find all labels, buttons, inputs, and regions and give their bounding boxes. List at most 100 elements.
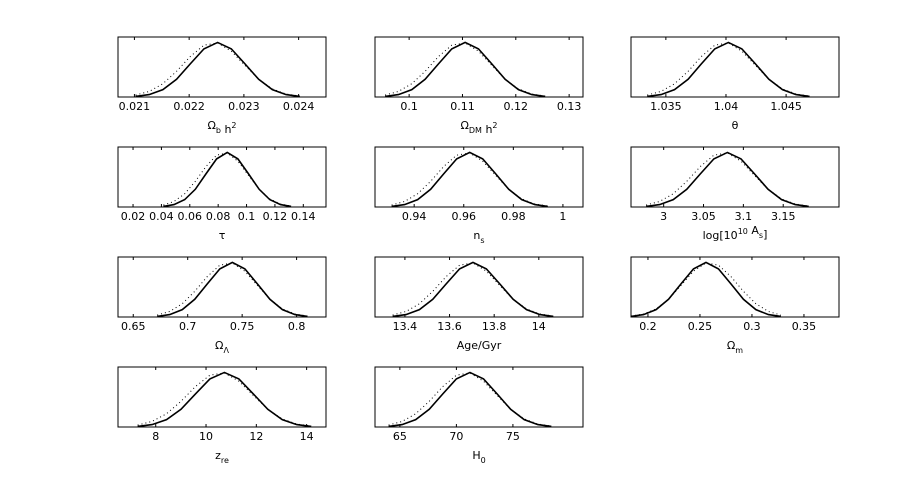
- x-axis-label-part: θ: [732, 119, 739, 132]
- x-tick-label: 75: [506, 430, 520, 443]
- x-tick-label: 0.98: [501, 210, 526, 223]
- x-tick-label: 3: [660, 210, 667, 223]
- x-axis-label-part: z: [215, 449, 221, 462]
- density-curve: [388, 371, 552, 428]
- x-tick-label: 1: [559, 210, 566, 223]
- x-tick-label: 0.75: [230, 320, 255, 333]
- x-tick-label: 14: [300, 430, 314, 443]
- x-tick-label: 0.3: [743, 320, 761, 333]
- x-axis-label-part: Age/Gyr: [457, 339, 502, 352]
- x-axis-label: θ: [732, 119, 739, 132]
- axes-box: [117, 256, 327, 318]
- x-axis-label: H0: [472, 449, 485, 465]
- density-curve: [630, 261, 781, 318]
- x-tick-label: 0.14: [291, 210, 316, 223]
- x-axis-label: ΩΛ: [215, 339, 229, 355]
- density-curve: [647, 41, 810, 98]
- x-tick-label: 0.12: [504, 100, 529, 113]
- density-curve: [135, 41, 300, 98]
- density-curve: [631, 262, 782, 317]
- density-curve: [137, 371, 312, 428]
- x-axis-label-part: s: [480, 236, 484, 245]
- x-tick-label: 0.65: [121, 320, 146, 333]
- x-tick-label: 0.022: [173, 100, 205, 113]
- x-axis-label: τ: [219, 229, 226, 242]
- density-curve: [135, 42, 300, 97]
- axes-box: [630, 146, 840, 208]
- x-tick-label: 0.06: [178, 210, 203, 223]
- x-axis-label-part: 10: [738, 227, 748, 236]
- axes-box: [374, 366, 584, 428]
- density-curve: [388, 372, 552, 427]
- x-axis-label-part: A: [748, 224, 759, 237]
- x-tick-label: 0.12: [263, 210, 288, 223]
- x-axis-label-part: DM: [469, 126, 482, 135]
- x-axis-label-part: Ω: [207, 119, 215, 132]
- axes-box: [117, 366, 327, 428]
- x-axis-label-part: Ω: [460, 119, 468, 132]
- density-curve: [163, 152, 292, 207]
- x-tick-label: 0.023: [228, 100, 260, 113]
- x-axis-label: ΩDM h2: [460, 119, 497, 136]
- x-axis-label-part: s: [759, 231, 763, 240]
- x-axis-label-part: 2: [492, 121, 497, 130]
- x-axis-label-part: b: [216, 126, 221, 135]
- x-tick-label: 0.08: [206, 210, 231, 223]
- x-tick-label: 10: [199, 430, 213, 443]
- density-curve: [384, 42, 546, 97]
- x-axis-label-part: re: [221, 456, 229, 465]
- x-tick-label: 65: [393, 430, 407, 443]
- x-axis-label-part: log[10: [703, 229, 738, 242]
- x-tick-label: 0.8: [288, 320, 306, 333]
- density-curve: [163, 151, 292, 208]
- density-curve: [391, 152, 548, 207]
- x-tick-label: 0.13: [557, 100, 582, 113]
- axes-box: [630, 256, 840, 318]
- x-axis-label: Ωm: [727, 339, 743, 355]
- x-axis-label-part: h: [221, 123, 231, 136]
- x-tick-label: 3.05: [691, 210, 716, 223]
- x-tick-label: 0.35: [792, 320, 817, 333]
- x-tick-label: 12: [249, 430, 263, 443]
- density-curve: [392, 261, 554, 318]
- x-tick-label: 13.6: [437, 320, 462, 333]
- x-tick-label: 1.035: [650, 100, 682, 113]
- x-axis-label-part: m: [735, 346, 743, 355]
- density-curve: [157, 262, 308, 317]
- x-tick-label: 0.2: [639, 320, 657, 333]
- x-axis-label-part: H: [472, 449, 480, 462]
- x-tick-label: 13.4: [393, 320, 418, 333]
- density-curve: [157, 261, 308, 318]
- axes-box: [374, 146, 584, 208]
- x-tick-label: 0.96: [452, 210, 477, 223]
- x-tick-label: 0.1: [400, 100, 418, 113]
- x-tick-label: 0.1: [238, 210, 256, 223]
- axes-box: [117, 36, 327, 98]
- density-curve: [385, 41, 546, 98]
- x-axis-label: Age/Gyr: [457, 339, 502, 352]
- x-axis-label-part: n: [473, 229, 480, 242]
- x-tick-label: 0.94: [402, 210, 427, 223]
- x-tick-label: 0.04: [149, 210, 174, 223]
- x-tick-label: 1.04: [714, 100, 739, 113]
- density-curve: [646, 152, 809, 207]
- x-axis-label-part: Λ: [223, 346, 229, 355]
- x-axis-label-part: Ω: [727, 339, 735, 352]
- axes-box: [374, 36, 584, 98]
- x-axis-label-part: 2: [231, 121, 236, 130]
- x-tick-label: 1.045: [770, 100, 802, 113]
- x-tick-label: 13.8: [482, 320, 507, 333]
- x-axis-label-part: ]: [763, 228, 767, 241]
- x-axis-label-part: τ: [219, 229, 226, 242]
- x-tick-label: 3.15: [771, 210, 796, 223]
- x-tick-label: 0.11: [450, 100, 475, 113]
- density-curve: [137, 372, 312, 427]
- axes-box: [374, 256, 584, 318]
- x-axis-label: ns: [473, 229, 484, 245]
- x-tick-label: 8: [152, 430, 159, 443]
- axes-box: [117, 146, 327, 208]
- x-tick-label: 3.1: [735, 210, 753, 223]
- density-curve: [647, 42, 810, 97]
- x-axis-label: log[1010 As]: [703, 224, 768, 242]
